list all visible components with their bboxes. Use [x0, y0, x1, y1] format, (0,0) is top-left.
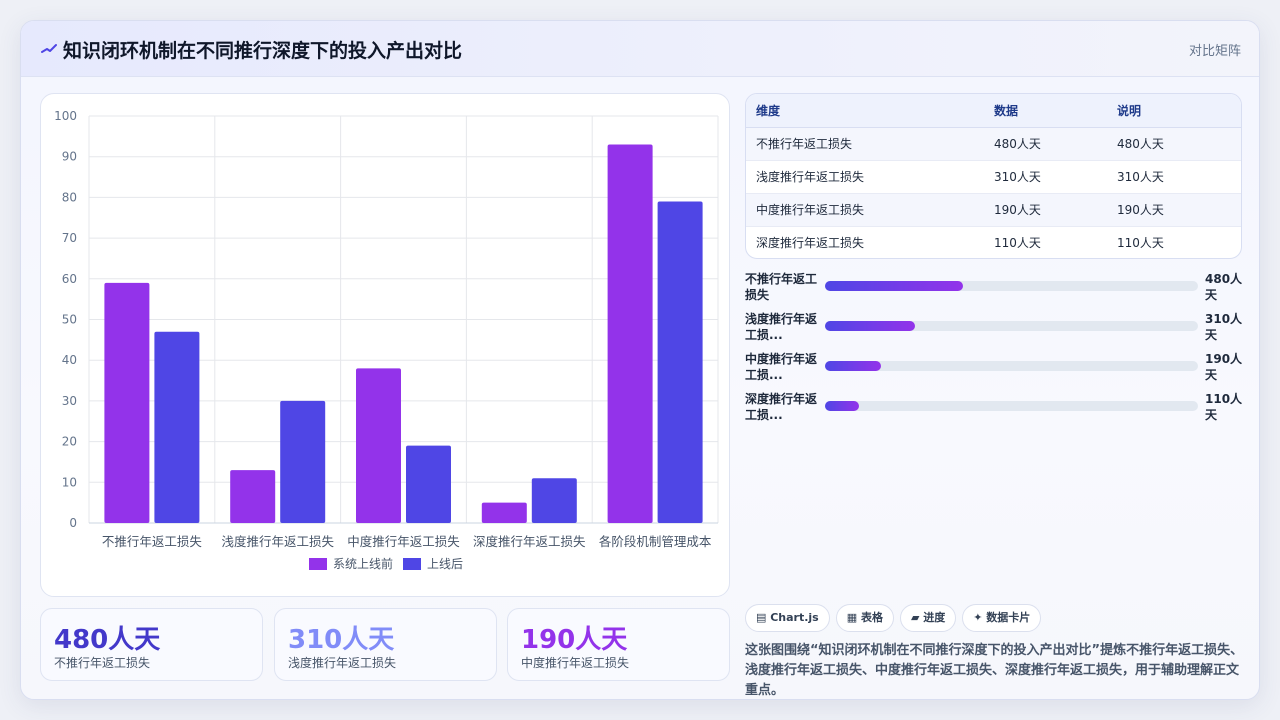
- table-row: 浅度推行年返工损失 310人天 310人天: [746, 159, 1241, 193]
- legend-swatch: [403, 558, 421, 570]
- bar: [607, 144, 653, 524]
- chip-progress[interactable]: ▰ 进度: [899, 604, 957, 632]
- kpi-label: 中度推行年返工损失: [521, 656, 630, 670]
- bar-chart: 0 10 20 30 40 50 60 70 80 90 100 不推行年返工损失 浅度推行年返工损失中…: [54, 109, 719, 571]
- progress-track: [825, 281, 1198, 291]
- progress-track: [825, 321, 1198, 331]
- y-tick-label: 60: [62, 272, 77, 286]
- progress-track: [825, 401, 1198, 411]
- table-cell: 190人天: [994, 192, 1117, 226]
- sparkline-icon: [41, 44, 57, 53]
- table-header-row: 维度 数据 说明: [746, 94, 1241, 128]
- progress-fill: [825, 321, 915, 331]
- table-cell: 深度推行年返工损失: [746, 225, 994, 258]
- bar: [531, 478, 577, 523]
- table-row: 中度推行年返工损失 190人天 190人天: [746, 192, 1241, 226]
- table-cell: 310人天: [994, 159, 1117, 193]
- chip-chartjs[interactable]: ▤ Chart.js: [745, 604, 830, 632]
- x-tick-label: 深度推行年返工损失: [473, 534, 586, 549]
- table-cell: 190人天: [1117, 192, 1241, 226]
- y-tick-label: 90: [62, 150, 77, 164]
- legend-label: 上线后: [427, 557, 463, 571]
- progress-fill: [825, 281, 963, 291]
- data-table: 维度 数据 说明 不推行年返工损失 480人天 480人天 浅度推行年返工损失 …: [745, 93, 1242, 259]
- table-cell: 110人天: [1117, 225, 1241, 258]
- progress-fill: [825, 361, 881, 371]
- chip-data-cards[interactable]: ✦ 数据卡片: [962, 604, 1042, 632]
- y-tick-label: 80: [62, 190, 77, 204]
- progress-value: 110人 天: [1205, 392, 1243, 422]
- table-header-cell: 说明: [1117, 94, 1241, 128]
- table-cell: 480人天: [1117, 126, 1241, 160]
- legend-swatch: [309, 558, 327, 570]
- header-bar: 知识闭环机制在不同推行深度下的投入产出对比 对比矩阵: [21, 21, 1259, 77]
- bar: [356, 368, 401, 523]
- table-cell: 310人天: [1117, 159, 1241, 193]
- bar: [154, 331, 200, 523]
- progress-label: 中度推行年返 工损...: [745, 352, 818, 382]
- kpi-card-1: 310人天 浅度推行年返工损失: [274, 608, 497, 681]
- y-tick-label: 50: [62, 313, 77, 327]
- x-tick-label: 各阶段机制管理成本: [599, 534, 712, 549]
- progress-row: 浅度推行年返 工损... 310人 天: [745, 311, 1245, 351]
- x-tick-label: 浅度推行年返工损失: [221, 534, 334, 549]
- chart-panel: 0 10 20 30 40 50 60 70 80 90 100 不推行年返工损失 浅度推行年返工损失中…: [40, 93, 730, 597]
- x-tick-label: 不推行年返工损失: [102, 534, 203, 549]
- summary-text: 这张图围绕“知识闭环机制在不同推行深度下的投入产出对比”提炼不推行年返工损失、浅…: [745, 643, 1244, 698]
- kpi-value: 190人天: [521, 625, 628, 655]
- header-tag: 对比矩阵: [1188, 44, 1241, 59]
- legend-label: 系统上线前: [333, 556, 393, 571]
- y-tick-label: 70: [62, 231, 77, 245]
- y-tick-label: 30: [62, 394, 77, 408]
- kpi-label: 浅度推行年返工损失: [288, 656, 397, 670]
- main-card: 知识闭环机制在不同推行深度下的投入产出对比 对比矩阵 0 10 20 30 40 50 60…: [20, 20, 1260, 700]
- table-row: 深度推行年返工损失 110人天 110人天: [746, 225, 1241, 258]
- bar: [657, 201, 703, 523]
- bar: [481, 502, 527, 523]
- table-header-cell: 数据: [994, 94, 1117, 128]
- x-tick-label: 中度推行年返工损失: [347, 534, 460, 549]
- y-tick-label: 0: [69, 516, 77, 530]
- progress-fill: [825, 401, 859, 411]
- table-header-cell: 维度: [746, 94, 994, 128]
- progress-value: 190人 天: [1205, 352, 1243, 382]
- kpi-label: 不推行年返工损失: [54, 656, 151, 670]
- progress-value: 310人 天: [1205, 312, 1243, 342]
- progress-label: 浅度推行年返 工损...: [745, 312, 818, 342]
- bar: [280, 400, 326, 523]
- y-tick-label: 10: [62, 475, 77, 489]
- progress-label: 深度推行年返 工损...: [745, 392, 818, 422]
- table-cell: 480人天: [994, 126, 1117, 160]
- kpi-value: 310人天: [288, 625, 395, 655]
- table-cell: 浅度推行年返工损失: [746, 159, 994, 193]
- table-row: 不推行年返工损失 480人天 480人天: [746, 126, 1241, 160]
- progress-row: 不推行年返工 损失 480人 天: [745, 271, 1245, 311]
- kpi-card-2: 190人天 中度推行年返工损失: [507, 608, 730, 681]
- progress-row: 深度推行年返 工损... 110人 天: [745, 391, 1245, 431]
- bar: [406, 445, 451, 523]
- page-title: 知识闭环机制在不同推行深度下的投入产出对比: [63, 40, 463, 62]
- kpi-card-0: 480人天 不推行年返工损失: [40, 608, 263, 681]
- progress-track: [825, 361, 1198, 371]
- table-cell: 不推行年返工损失: [746, 126, 994, 160]
- kpi-value: 480人天: [54, 625, 161, 655]
- tag-chips: ▤ Chart.js ▦ 表格 ▰ 进度 ✦ 数据卡片: [745, 604, 1047, 632]
- progress-label: 不推行年返工 损失: [745, 272, 818, 302]
- progress-row: 中度推行年返 工损... 190人 天: [745, 351, 1245, 391]
- bar: [230, 470, 276, 523]
- table-cell: 中度推行年返工损失: [746, 192, 994, 226]
- chip-table[interactable]: ▦ 表格: [835, 604, 894, 632]
- y-tick-label: 100: [54, 109, 77, 123]
- y-tick-label: 40: [62, 353, 77, 367]
- y-tick-label: 20: [62, 435, 77, 449]
- bar: [104, 282, 150, 523]
- progress-value: 480人 天: [1205, 272, 1243, 302]
- table-cell: 110人天: [994, 225, 1117, 258]
